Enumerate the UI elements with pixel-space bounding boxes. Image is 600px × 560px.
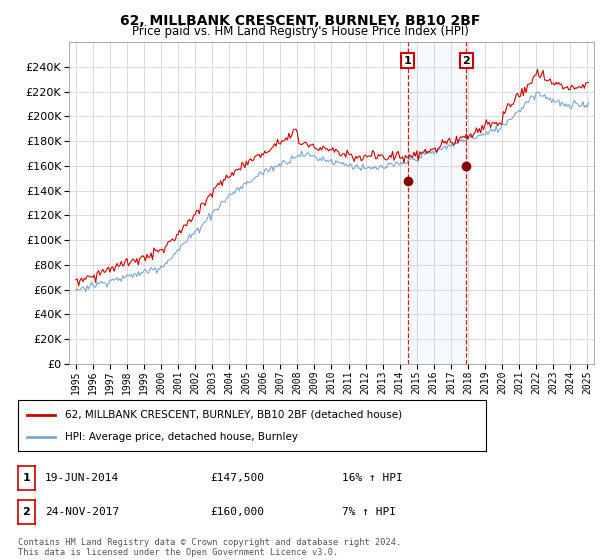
Text: 24-NOV-2017: 24-NOV-2017 (45, 507, 119, 517)
Text: 7% ↑ HPI: 7% ↑ HPI (342, 507, 396, 517)
Text: £160,000: £160,000 (210, 507, 264, 517)
Text: 1: 1 (23, 473, 30, 483)
Text: 62, MILLBANK CRESCENT, BURNLEY, BB10 2BF: 62, MILLBANK CRESCENT, BURNLEY, BB10 2BF (120, 14, 480, 28)
Bar (407, 42, 466, 364)
Text: 16% ↑ HPI: 16% ↑ HPI (342, 473, 403, 483)
Text: 2: 2 (462, 55, 470, 66)
Text: £147,500: £147,500 (210, 473, 264, 483)
Text: Price paid vs. HM Land Registry's House Price Index (HPI): Price paid vs. HM Land Registry's House … (131, 25, 469, 38)
Text: Contains HM Land Registry data © Crown copyright and database right 2024.
This d: Contains HM Land Registry data © Crown c… (18, 538, 401, 557)
Text: 1: 1 (404, 55, 412, 66)
Text: 62, MILLBANK CRESCENT, BURNLEY, BB10 2BF (detached house): 62, MILLBANK CRESCENT, BURNLEY, BB10 2BF… (65, 409, 402, 419)
Text: 2: 2 (23, 507, 30, 517)
Text: 19-JUN-2014: 19-JUN-2014 (45, 473, 119, 483)
Text: HPI: Average price, detached house, Burnley: HPI: Average price, detached house, Burn… (65, 432, 298, 442)
